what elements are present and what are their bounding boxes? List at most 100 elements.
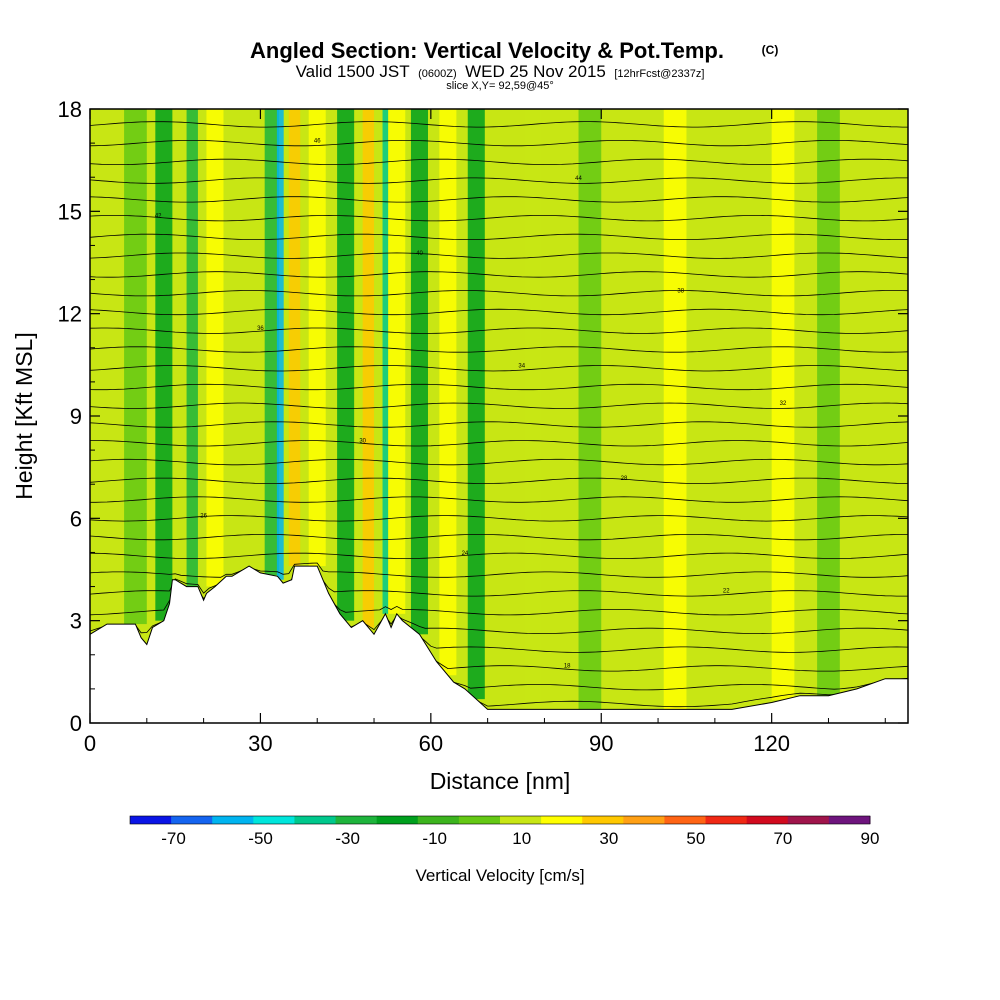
velocity-column xyxy=(308,109,326,567)
colorbar-swatch xyxy=(294,816,337,824)
colorbar-tick-label: -30 xyxy=(335,829,360,848)
theta-contour xyxy=(90,252,908,259)
colorbar-swatch xyxy=(705,816,748,824)
x-tick-label: 60 xyxy=(419,731,443,756)
x-tick-label: 90 xyxy=(589,731,613,756)
velocity-column xyxy=(817,109,840,696)
theta-contour xyxy=(90,562,908,578)
colorbar-swatch xyxy=(500,816,542,824)
theta-contour xyxy=(90,534,908,541)
chart-subtitle: Valid 1500 JST (0600Z) WED 25 Nov 2015 [… xyxy=(296,62,705,81)
plot-area: 1618202224262830323436384042444648505254 xyxy=(90,9,908,723)
y-tick-label: 18 xyxy=(58,97,82,122)
colorbar-tick-label: 50 xyxy=(686,829,705,848)
contour-label: 28 xyxy=(621,476,628,482)
velocity-column xyxy=(663,109,687,710)
theta-contour xyxy=(90,121,908,128)
velocity-column xyxy=(771,109,795,700)
theta-contour xyxy=(90,177,908,184)
colorbar-swatch xyxy=(376,816,419,824)
contour-label: 36 xyxy=(257,326,264,332)
y-tick-label: 0 xyxy=(70,711,82,736)
contour-label: 46 xyxy=(314,138,321,144)
colorbar-ticks: -70 -50 -30 -10 10 30 50 70 90 xyxy=(161,829,879,848)
colorbar-frame xyxy=(129,815,871,825)
colorbar-tick-label: 90 xyxy=(861,829,880,848)
contour-label: 24 xyxy=(462,551,469,557)
x-tick-label: 120 xyxy=(753,731,790,756)
contour-label: 32 xyxy=(780,401,787,407)
x-tick-label: 30 xyxy=(248,731,272,756)
theta-contour xyxy=(90,477,908,484)
theta-contour xyxy=(90,458,908,466)
colorbar-tick-label: 70 xyxy=(773,829,792,848)
velocity-column xyxy=(264,109,279,576)
theta-contour xyxy=(90,308,908,316)
theta-contour xyxy=(90,346,908,353)
y-tick-label: 3 xyxy=(70,609,82,634)
colorbar-swatch xyxy=(582,816,624,824)
velocity-column xyxy=(467,109,485,700)
theta-contour xyxy=(90,515,908,522)
subtitle-valid: Valid 1500 JST xyxy=(296,62,410,81)
velocity-columns xyxy=(124,109,840,710)
velocity-column xyxy=(124,109,147,625)
theta-contour xyxy=(90,9,908,14)
theta-contour xyxy=(90,158,908,165)
subtitle-utc: (0600Z) xyxy=(418,68,457,80)
x-tick-label: 0 xyxy=(84,731,96,756)
contour-label: 26 xyxy=(200,514,207,520)
y-tick-label: 9 xyxy=(70,404,82,429)
contour-label: 38 xyxy=(677,288,684,294)
theta-contour xyxy=(90,271,908,278)
colorbar-swatch xyxy=(541,816,583,824)
terrain xyxy=(90,565,908,723)
theta-contour xyxy=(90,233,908,240)
velocity-column xyxy=(382,109,389,614)
colorbar-tick-label: 10 xyxy=(512,829,531,848)
theta-contour xyxy=(90,421,908,428)
velocity-column xyxy=(362,109,375,628)
y-tick-label: 12 xyxy=(58,302,82,327)
slice-info: slice X,Y= 92,59@45° xyxy=(446,80,554,92)
colorbar-swatch xyxy=(335,816,378,824)
y-axis-label: Height [Kft MSL] xyxy=(11,332,37,499)
colorbar-swatch xyxy=(828,816,871,824)
theta-contour xyxy=(90,214,908,222)
velocity-column xyxy=(439,109,457,676)
velocity-column xyxy=(388,109,406,614)
colorbar-tick-label: -70 xyxy=(161,829,186,848)
velocity-column xyxy=(337,109,355,621)
colorbar-swatch xyxy=(664,816,707,824)
colorbar-swatch xyxy=(458,816,501,824)
contour-label: 18 xyxy=(564,664,571,670)
velocity-column xyxy=(155,109,173,621)
subtitle-date: WED 25 Nov 2015 xyxy=(465,62,606,81)
colorbar-tick-label: 30 xyxy=(599,829,618,848)
contour-label: 48 xyxy=(734,101,741,107)
colorbar-swatch xyxy=(623,816,665,824)
velocity-column xyxy=(578,109,602,710)
colorbar-tick-label: -50 xyxy=(248,829,273,848)
colorbar-swatch xyxy=(130,816,172,824)
theta-contour xyxy=(90,290,908,297)
contour-label: 42 xyxy=(155,213,162,219)
theta-contour xyxy=(90,440,908,447)
colorbar-swatch xyxy=(417,816,460,824)
theta-contour xyxy=(90,365,908,372)
velocity-column xyxy=(276,109,284,580)
velocity-column xyxy=(206,109,224,587)
velocity-column xyxy=(524,109,542,710)
theta-contour xyxy=(90,140,908,147)
contour-label: 34 xyxy=(518,364,525,370)
colorbar-tick-label: -10 xyxy=(422,829,447,848)
contour-label: 30 xyxy=(359,439,366,445)
y-axis-ticks: 0 36 9 12 15 18 xyxy=(58,97,908,736)
chart-title-unit: (C) xyxy=(762,43,779,57)
y-tick-label: 15 xyxy=(58,199,82,224)
contour-label: 40 xyxy=(416,251,423,257)
velocity-column xyxy=(410,109,428,635)
velocity-column xyxy=(288,109,301,567)
subtitle-forecast: [12hrFcst@2337z] xyxy=(614,68,704,80)
